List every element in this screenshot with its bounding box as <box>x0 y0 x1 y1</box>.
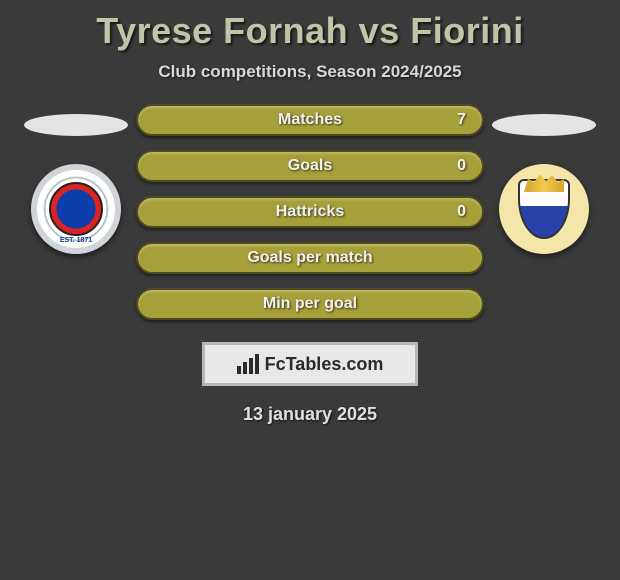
stat-bar-hattricks: Hattricks 0 <box>136 196 484 228</box>
stat-label: Goals per match <box>247 249 372 267</box>
team-crest-right <box>499 164 589 254</box>
crest-left-text: EST. 1871 <box>37 170 115 248</box>
stat-bar-goals-per-match: Goals per match <box>136 242 484 274</box>
player-placeholder-oval-left <box>24 114 128 136</box>
brand-text: FcTables.com <box>265 354 384 375</box>
team-crest-left: EST. 1871 <box>31 164 121 254</box>
stat-value: 0 <box>457 203 466 221</box>
page-subtitle: Club competitions, Season 2024/2025 <box>0 58 620 104</box>
stat-bar-matches: Matches 7 <box>136 104 484 136</box>
footer-date: 13 january 2025 <box>0 404 620 425</box>
stat-value: 7 <box>457 111 466 129</box>
page-title: Tyrese Fornah vs Fiorini <box>0 0 620 58</box>
stat-value: 0 <box>457 157 466 175</box>
main-layout: EST. 1871 Matches 7 Goals 0 Hattricks 0 … <box>0 104 620 320</box>
stat-label: Min per goal <box>263 295 357 313</box>
infographic-root: Tyrese Fornah vs Fiorini Club competitio… <box>0 0 620 425</box>
left-side: EST. 1871 <box>16 104 136 254</box>
stat-bar-min-per-goal: Min per goal <box>136 288 484 320</box>
stat-bar-goals: Goals 0 <box>136 150 484 182</box>
stat-label: Hattricks <box>276 203 344 221</box>
stat-bars: Matches 7 Goals 0 Hattricks 0 Goals per … <box>136 104 484 320</box>
stat-label: Goals <box>288 157 332 175</box>
right-side <box>484 104 604 254</box>
brand-box: FcTables.com <box>202 342 418 386</box>
bar-chart-icon <box>237 354 259 374</box>
stat-label: Matches <box>278 111 342 129</box>
player-placeholder-oval-right <box>492 114 596 136</box>
